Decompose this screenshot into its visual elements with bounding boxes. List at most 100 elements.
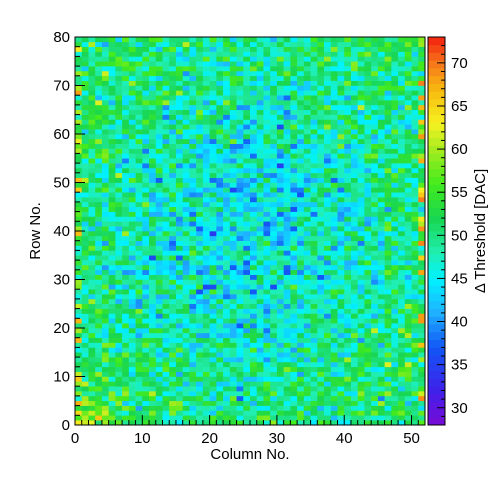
heatmap-cell xyxy=(155,138,163,144)
heatmap-cell xyxy=(155,405,163,411)
y-tick-label: 70 xyxy=(53,78,70,95)
heatmap-cell xyxy=(209,192,217,198)
heatmap-cell xyxy=(404,284,412,290)
heatmap-cell xyxy=(418,148,426,154)
heatmap-cell xyxy=(371,109,379,115)
heatmap-cell xyxy=(202,342,210,348)
heatmap-cell xyxy=(209,148,217,154)
x-tick-label: 20 xyxy=(201,430,218,447)
heatmap-cell xyxy=(175,37,183,43)
heatmap-cell xyxy=(155,400,163,406)
heatmap-cell xyxy=(236,235,244,241)
heatmap-cell xyxy=(263,250,271,256)
heatmap-cell xyxy=(290,158,298,164)
heatmap-cell xyxy=(283,260,291,266)
heatmap-cell xyxy=(317,284,325,290)
heatmap-cell xyxy=(411,400,419,406)
heatmap-cell xyxy=(75,391,83,397)
heatmap-cell xyxy=(216,211,224,217)
heatmap-cell xyxy=(175,182,183,188)
heatmap-cell xyxy=(155,332,163,338)
heatmap-cell xyxy=(122,357,130,363)
heatmap-cell xyxy=(115,269,123,275)
heatmap-cell xyxy=(350,328,358,334)
heatmap-cell xyxy=(371,294,379,300)
heatmap-cell xyxy=(202,182,210,188)
heatmap-cell xyxy=(108,216,116,222)
heatmap-cell xyxy=(216,138,224,144)
heatmap-cell xyxy=(243,216,251,222)
heatmap-cell xyxy=(404,114,412,120)
heatmap-cell xyxy=(75,119,83,125)
heatmap-cell xyxy=(175,70,183,77)
heatmap-cell xyxy=(371,56,379,62)
heatmap-cell xyxy=(108,100,116,106)
heatmap-cell xyxy=(276,153,284,159)
heatmap-cell xyxy=(317,66,325,72)
heatmap-cell xyxy=(324,197,332,203)
heatmap-cell xyxy=(81,361,89,368)
heatmap-cell xyxy=(290,221,298,227)
heatmap-cell xyxy=(324,391,332,397)
heatmap-cell xyxy=(88,46,96,52)
heatmap-cell xyxy=(357,289,365,295)
heatmap-cell xyxy=(135,264,143,271)
heatmap-cell xyxy=(276,376,284,382)
heatmap-cell xyxy=(297,323,305,329)
heatmap-cell xyxy=(276,395,284,402)
heatmap-cell xyxy=(344,221,352,227)
heatmap-cell xyxy=(330,289,338,295)
heatmap-cell xyxy=(364,163,372,169)
heatmap-cell xyxy=(229,172,237,178)
heatmap-cell xyxy=(377,216,385,222)
heatmap-cell xyxy=(108,395,116,402)
heatmap-cell xyxy=(303,221,311,227)
heatmap-cell xyxy=(357,371,365,377)
heatmap-cell xyxy=(250,313,258,319)
color-scale-band xyxy=(428,114,445,123)
heatmap-cell xyxy=(350,240,358,246)
heatmap-cell xyxy=(223,37,231,43)
heatmap-cell xyxy=(411,386,419,392)
heatmap-cell xyxy=(95,211,103,217)
heatmap-cell xyxy=(115,37,123,43)
heatmap-cell xyxy=(317,201,325,208)
heatmap-cell xyxy=(128,376,136,382)
heatmap-cell xyxy=(243,410,251,416)
heatmap-cell xyxy=(317,357,325,363)
heatmap-cell xyxy=(236,163,244,169)
heatmap-cell xyxy=(236,303,244,309)
heatmap-cell xyxy=(270,250,278,256)
heatmap-cell xyxy=(330,415,338,421)
heatmap-cell xyxy=(229,294,237,300)
heatmap-cell xyxy=(101,85,109,91)
heatmap-cell xyxy=(202,313,210,319)
heatmap-cell xyxy=(303,255,311,261)
heatmap-cell xyxy=(310,70,318,77)
heatmap-cell xyxy=(250,70,258,77)
heatmap-cell xyxy=(135,410,143,416)
y-tick-label: 20 xyxy=(53,320,70,337)
heatmap-cell xyxy=(95,381,103,387)
heatmap-cell xyxy=(256,347,264,353)
heatmap-cell xyxy=(317,308,325,314)
heatmap-cell xyxy=(115,245,123,251)
heatmap-cell xyxy=(128,400,136,406)
heatmap-cell xyxy=(236,85,244,91)
heatmap-cell xyxy=(357,187,365,193)
heatmap-cell xyxy=(337,391,345,397)
heatmap-cell xyxy=(324,134,332,140)
heatmap-cell xyxy=(250,303,258,309)
heatmap-cell xyxy=(263,226,271,232)
heatmap-cell xyxy=(283,66,291,72)
heatmap-cell xyxy=(175,323,183,329)
heatmap-cell xyxy=(276,405,284,411)
heatmap-cell xyxy=(398,51,406,57)
heatmap-cell xyxy=(371,308,379,314)
heatmap-cell xyxy=(223,231,231,237)
heatmap-cell xyxy=(411,303,419,309)
heatmap-cell xyxy=(310,294,318,300)
heatmap-cell xyxy=(115,386,123,392)
heatmap-cell xyxy=(243,104,251,111)
heatmap-cell xyxy=(88,274,96,280)
